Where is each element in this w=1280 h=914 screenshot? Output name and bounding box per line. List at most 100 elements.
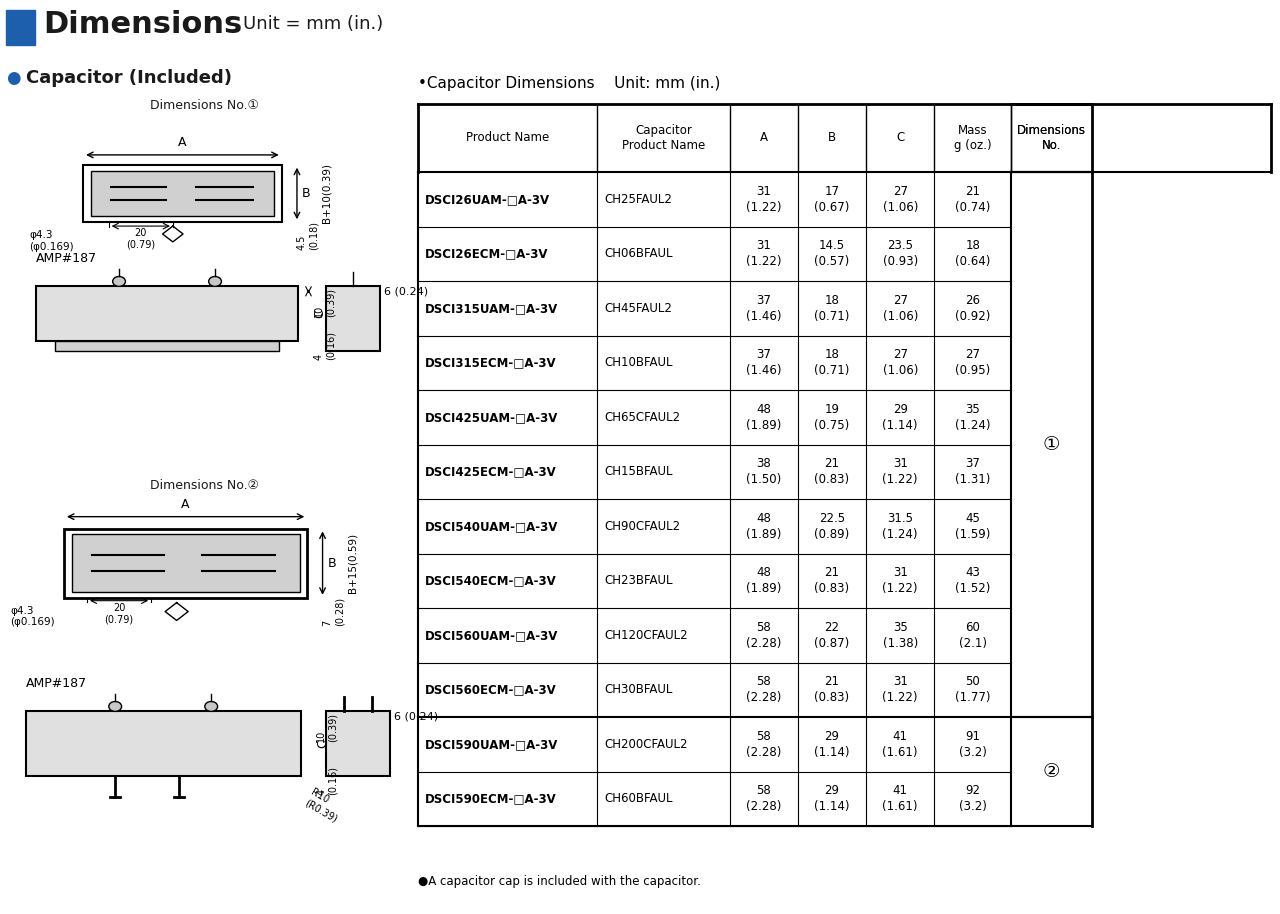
Text: 14.5
(0.57): 14.5 (0.57)	[814, 239, 850, 269]
Text: C: C	[316, 739, 329, 748]
Text: 60
(2.1): 60 (2.1)	[959, 621, 987, 650]
Text: 58
(2.28): 58 (2.28)	[746, 675, 782, 705]
Text: 35
(1.24): 35 (1.24)	[955, 403, 991, 431]
Text: B+15(0.59): B+15(0.59)	[347, 533, 357, 593]
Text: 35
(1.38): 35 (1.38)	[883, 621, 918, 650]
Text: 41
(1.61): 41 (1.61)	[882, 784, 918, 813]
Text: A: A	[182, 498, 189, 511]
Text: 7
(0.28): 7 (0.28)	[323, 597, 344, 626]
Text: 6 (0.24): 6 (0.24)	[394, 711, 438, 721]
Text: DSCI425ECM-□A-3V: DSCI425ECM-□A-3V	[425, 465, 557, 478]
Text: Dimensions
No.: Dimensions No.	[1018, 124, 1087, 152]
Text: 18
(0.71): 18 (0.71)	[814, 348, 850, 377]
Circle shape	[109, 702, 122, 711]
Text: φ4.3
(φ0.169): φ4.3 (φ0.169)	[10, 606, 55, 627]
Text: •Capacitor Dimensions    Unit: mm (in.): •Capacitor Dimensions Unit: mm (in.)	[419, 77, 721, 91]
Text: 37
(1.31): 37 (1.31)	[955, 457, 991, 486]
Text: DSCI315UAM-□A-3V: DSCI315UAM-□A-3V	[425, 302, 558, 314]
Text: 4.5
(0.18): 4.5 (0.18)	[297, 221, 319, 250]
Text: DSCI590UAM-□A-3V: DSCI590UAM-□A-3V	[425, 738, 558, 751]
Text: 23.5
(0.93): 23.5 (0.93)	[883, 239, 918, 269]
Text: 20
(0.79): 20 (0.79)	[105, 602, 133, 624]
Text: A: A	[178, 136, 187, 149]
Text: B: B	[828, 132, 836, 144]
Text: 37
(1.46): 37 (1.46)	[746, 348, 782, 377]
Text: B+10(0.39): B+10(0.39)	[321, 164, 332, 223]
Text: CH10BFAUL: CH10BFAUL	[604, 356, 673, 369]
Text: 27
(1.06): 27 (1.06)	[882, 348, 918, 377]
Text: R10
(R0.39): R10 (R0.39)	[303, 788, 346, 824]
Text: 50
(1.77): 50 (1.77)	[955, 675, 991, 705]
Text: A: A	[760, 132, 768, 144]
Bar	[326, 711, 390, 776]
Text: 21
(0.83): 21 (0.83)	[814, 567, 850, 595]
Text: 31
(1.22): 31 (1.22)	[746, 185, 782, 214]
Text: 10
(0.39): 10 (0.39)	[316, 713, 338, 742]
Text: 26
(0.92): 26 (0.92)	[955, 293, 991, 323]
Text: 21
(0.83): 21 (0.83)	[814, 457, 850, 486]
Text: 31.5
(1.24): 31.5 (1.24)	[882, 512, 918, 541]
Text: 17
(0.67): 17 (0.67)	[814, 185, 850, 214]
Text: 48
(1.89): 48 (1.89)	[746, 567, 782, 595]
Text: CH15BFAUL: CH15BFAUL	[604, 465, 673, 478]
Text: C: C	[896, 132, 905, 144]
Text: 21
(0.83): 21 (0.83)	[814, 675, 850, 705]
Text: 29
(1.14): 29 (1.14)	[814, 784, 850, 813]
Circle shape	[205, 702, 218, 711]
Text: Capacitor (Included): Capacitor (Included)	[26, 69, 232, 87]
Text: 58
(2.28): 58 (2.28)	[746, 621, 782, 650]
Text: 41
(1.61): 41 (1.61)	[882, 730, 918, 759]
Text: DSCI315ECM-□A-3V: DSCI315ECM-□A-3V	[425, 356, 557, 369]
Text: 4
(0.16): 4 (0.16)	[316, 766, 338, 795]
Text: 48
(1.89): 48 (1.89)	[746, 403, 782, 431]
Text: 29
(1.14): 29 (1.14)	[814, 730, 850, 759]
Text: Dimensions
No.: Dimensions No.	[1018, 124, 1087, 152]
Text: 6 (0.24): 6 (0.24)	[384, 286, 428, 296]
Circle shape	[113, 276, 125, 286]
Text: 48
(1.89): 48 (1.89)	[746, 512, 782, 541]
Text: ●: ●	[6, 69, 20, 87]
Text: ②: ②	[1043, 762, 1060, 781]
Text: 22
(0.87): 22 (0.87)	[814, 621, 850, 650]
Text: 31
(1.22): 31 (1.22)	[746, 239, 782, 269]
Text: 18
(0.71): 18 (0.71)	[814, 293, 850, 323]
Text: 31
(1.22): 31 (1.22)	[882, 567, 918, 595]
Text: 4
(0.16): 4 (0.16)	[314, 331, 335, 360]
Text: CH30BFAUL: CH30BFAUL	[604, 684, 673, 696]
Circle shape	[209, 276, 221, 286]
Text: DSCI560UAM-□A-3V: DSCI560UAM-□A-3V	[425, 629, 558, 642]
Text: CH120CFAUL2: CH120CFAUL2	[604, 629, 689, 642]
Text: 27
(1.06): 27 (1.06)	[882, 293, 918, 323]
Text: C: C	[314, 309, 326, 318]
Text: 43
(1.52): 43 (1.52)	[955, 567, 991, 595]
Text: Mass
g (oz.): Mass g (oz.)	[954, 124, 992, 152]
Bar	[55, 341, 279, 351]
Text: 37
(1.46): 37 (1.46)	[746, 293, 782, 323]
Text: 31
(1.22): 31 (1.22)	[882, 675, 918, 705]
Text: 27
(0.95): 27 (0.95)	[955, 348, 991, 377]
Text: 38
(1.50): 38 (1.50)	[746, 457, 781, 486]
Text: Dimensions No.①: Dimensions No.①	[150, 99, 260, 112]
Text: Dimensions No.②: Dimensions No.②	[150, 479, 260, 492]
Text: 45
(1.59): 45 (1.59)	[955, 512, 991, 541]
Text: CH65CFAUL2: CH65CFAUL2	[604, 410, 681, 424]
Text: DSCI590ECM-□A-3V: DSCI590ECM-□A-3V	[425, 792, 557, 805]
Text: CH60BFAUL: CH60BFAUL	[604, 792, 673, 805]
Text: DSCI26ECM-□A-3V: DSCI26ECM-□A-3V	[425, 248, 549, 260]
Text: 92
(3.2): 92 (3.2)	[959, 784, 987, 813]
Text: 31
(1.22): 31 (1.22)	[882, 457, 918, 486]
Bar	[83, 165, 282, 222]
Bar	[72, 535, 300, 591]
Bar	[26, 711, 301, 776]
Text: CH23BFAUL: CH23BFAUL	[604, 574, 673, 588]
Text: AMP#187: AMP#187	[26, 677, 87, 690]
Bar	[36, 286, 298, 341]
Text: DSCI540UAM-□A-3V: DSCI540UAM-□A-3V	[425, 520, 558, 533]
Text: 22.5
(0.89): 22.5 (0.89)	[814, 512, 850, 541]
Text: AMP#187: AMP#187	[36, 252, 97, 265]
Text: Capacitor
Product Name: Capacitor Product Name	[622, 124, 705, 152]
Text: 19
(0.75): 19 (0.75)	[814, 403, 850, 431]
Text: DSCI425UAM-□A-3V: DSCI425UAM-□A-3V	[425, 410, 558, 424]
Text: 58
(2.28): 58 (2.28)	[746, 730, 782, 759]
Text: DSCI26UAM-□A-3V: DSCI26UAM-□A-3V	[425, 193, 550, 206]
